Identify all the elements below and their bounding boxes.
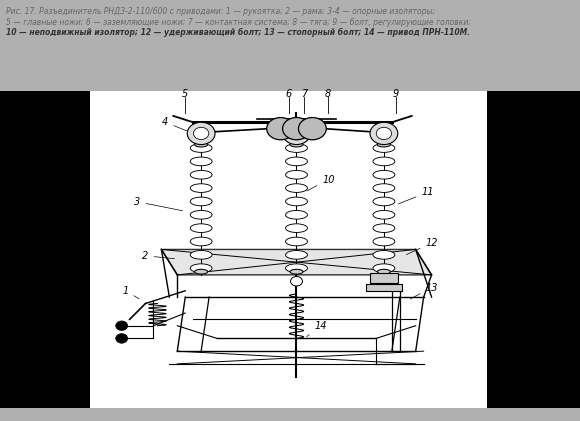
Bar xyxy=(90,91,487,408)
Circle shape xyxy=(291,277,302,286)
Ellipse shape xyxy=(285,144,307,152)
Ellipse shape xyxy=(190,224,212,232)
Text: 10: 10 xyxy=(307,175,335,191)
Ellipse shape xyxy=(290,269,303,274)
Text: 14: 14 xyxy=(307,321,327,337)
Circle shape xyxy=(194,127,209,139)
Text: 4: 4 xyxy=(162,117,187,131)
Ellipse shape xyxy=(285,237,307,246)
Text: 2: 2 xyxy=(143,251,175,261)
Circle shape xyxy=(267,117,295,140)
Bar xyxy=(370,273,398,283)
Circle shape xyxy=(282,117,310,140)
Ellipse shape xyxy=(373,237,395,246)
Bar xyxy=(487,91,580,408)
Ellipse shape xyxy=(194,269,208,274)
Ellipse shape xyxy=(373,171,395,179)
Ellipse shape xyxy=(285,250,307,259)
Circle shape xyxy=(289,127,304,139)
Ellipse shape xyxy=(190,171,212,179)
Ellipse shape xyxy=(194,142,208,147)
Ellipse shape xyxy=(190,264,212,272)
Text: 6: 6 xyxy=(285,89,292,99)
Ellipse shape xyxy=(285,157,307,166)
Ellipse shape xyxy=(190,210,212,219)
Ellipse shape xyxy=(285,210,307,219)
Ellipse shape xyxy=(290,142,303,147)
Text: 11: 11 xyxy=(398,187,434,204)
Ellipse shape xyxy=(373,264,395,272)
Text: 5 — главные ножи; 6 — заземляющие ножи; 7 — контактная система; 8 — тяга; 9 — бо: 5 — главные ножи; 6 — заземляющие ножи; … xyxy=(6,18,471,27)
Ellipse shape xyxy=(190,157,212,166)
Ellipse shape xyxy=(378,142,390,147)
Text: 8: 8 xyxy=(325,89,331,99)
Ellipse shape xyxy=(373,184,395,192)
Text: 7: 7 xyxy=(302,89,307,99)
Ellipse shape xyxy=(285,171,307,179)
Ellipse shape xyxy=(373,157,395,166)
Ellipse shape xyxy=(285,224,307,232)
Ellipse shape xyxy=(373,250,395,259)
Ellipse shape xyxy=(190,250,212,259)
Ellipse shape xyxy=(285,264,307,272)
Circle shape xyxy=(116,321,128,330)
Text: 13: 13 xyxy=(410,282,438,299)
Text: Рис. 17. Разъединитель РНДЗ-2-110/600 с приводами: 1 — рукоятка; 2 — рама; 3-4 —: Рис. 17. Разъединитель РНДЗ-2-110/600 с … xyxy=(6,7,435,16)
Circle shape xyxy=(282,122,310,144)
Ellipse shape xyxy=(190,237,212,246)
Circle shape xyxy=(299,117,327,140)
Ellipse shape xyxy=(190,184,212,192)
Ellipse shape xyxy=(190,144,212,152)
Polygon shape xyxy=(161,249,432,275)
Circle shape xyxy=(376,127,392,139)
Ellipse shape xyxy=(285,197,307,206)
Ellipse shape xyxy=(373,210,395,219)
Text: 12: 12 xyxy=(407,238,438,255)
Bar xyxy=(366,285,402,291)
Text: 3: 3 xyxy=(135,197,183,211)
Ellipse shape xyxy=(190,197,212,206)
Ellipse shape xyxy=(285,184,307,192)
Ellipse shape xyxy=(373,144,395,152)
Circle shape xyxy=(370,122,398,144)
Text: 1: 1 xyxy=(122,286,139,299)
Ellipse shape xyxy=(373,224,395,232)
Text: 5: 5 xyxy=(182,89,188,99)
Text: 10 — неподвижный изолятор; 12 — удерживающий болт; 13 — стопорный болт; 14 — при: 10 — неподвижный изолятор; 12 — удержива… xyxy=(6,28,470,37)
Text: 9: 9 xyxy=(393,89,399,99)
Ellipse shape xyxy=(378,269,390,274)
Circle shape xyxy=(187,122,215,144)
Circle shape xyxy=(116,334,128,343)
Ellipse shape xyxy=(373,197,395,206)
Bar xyxy=(0,91,90,408)
